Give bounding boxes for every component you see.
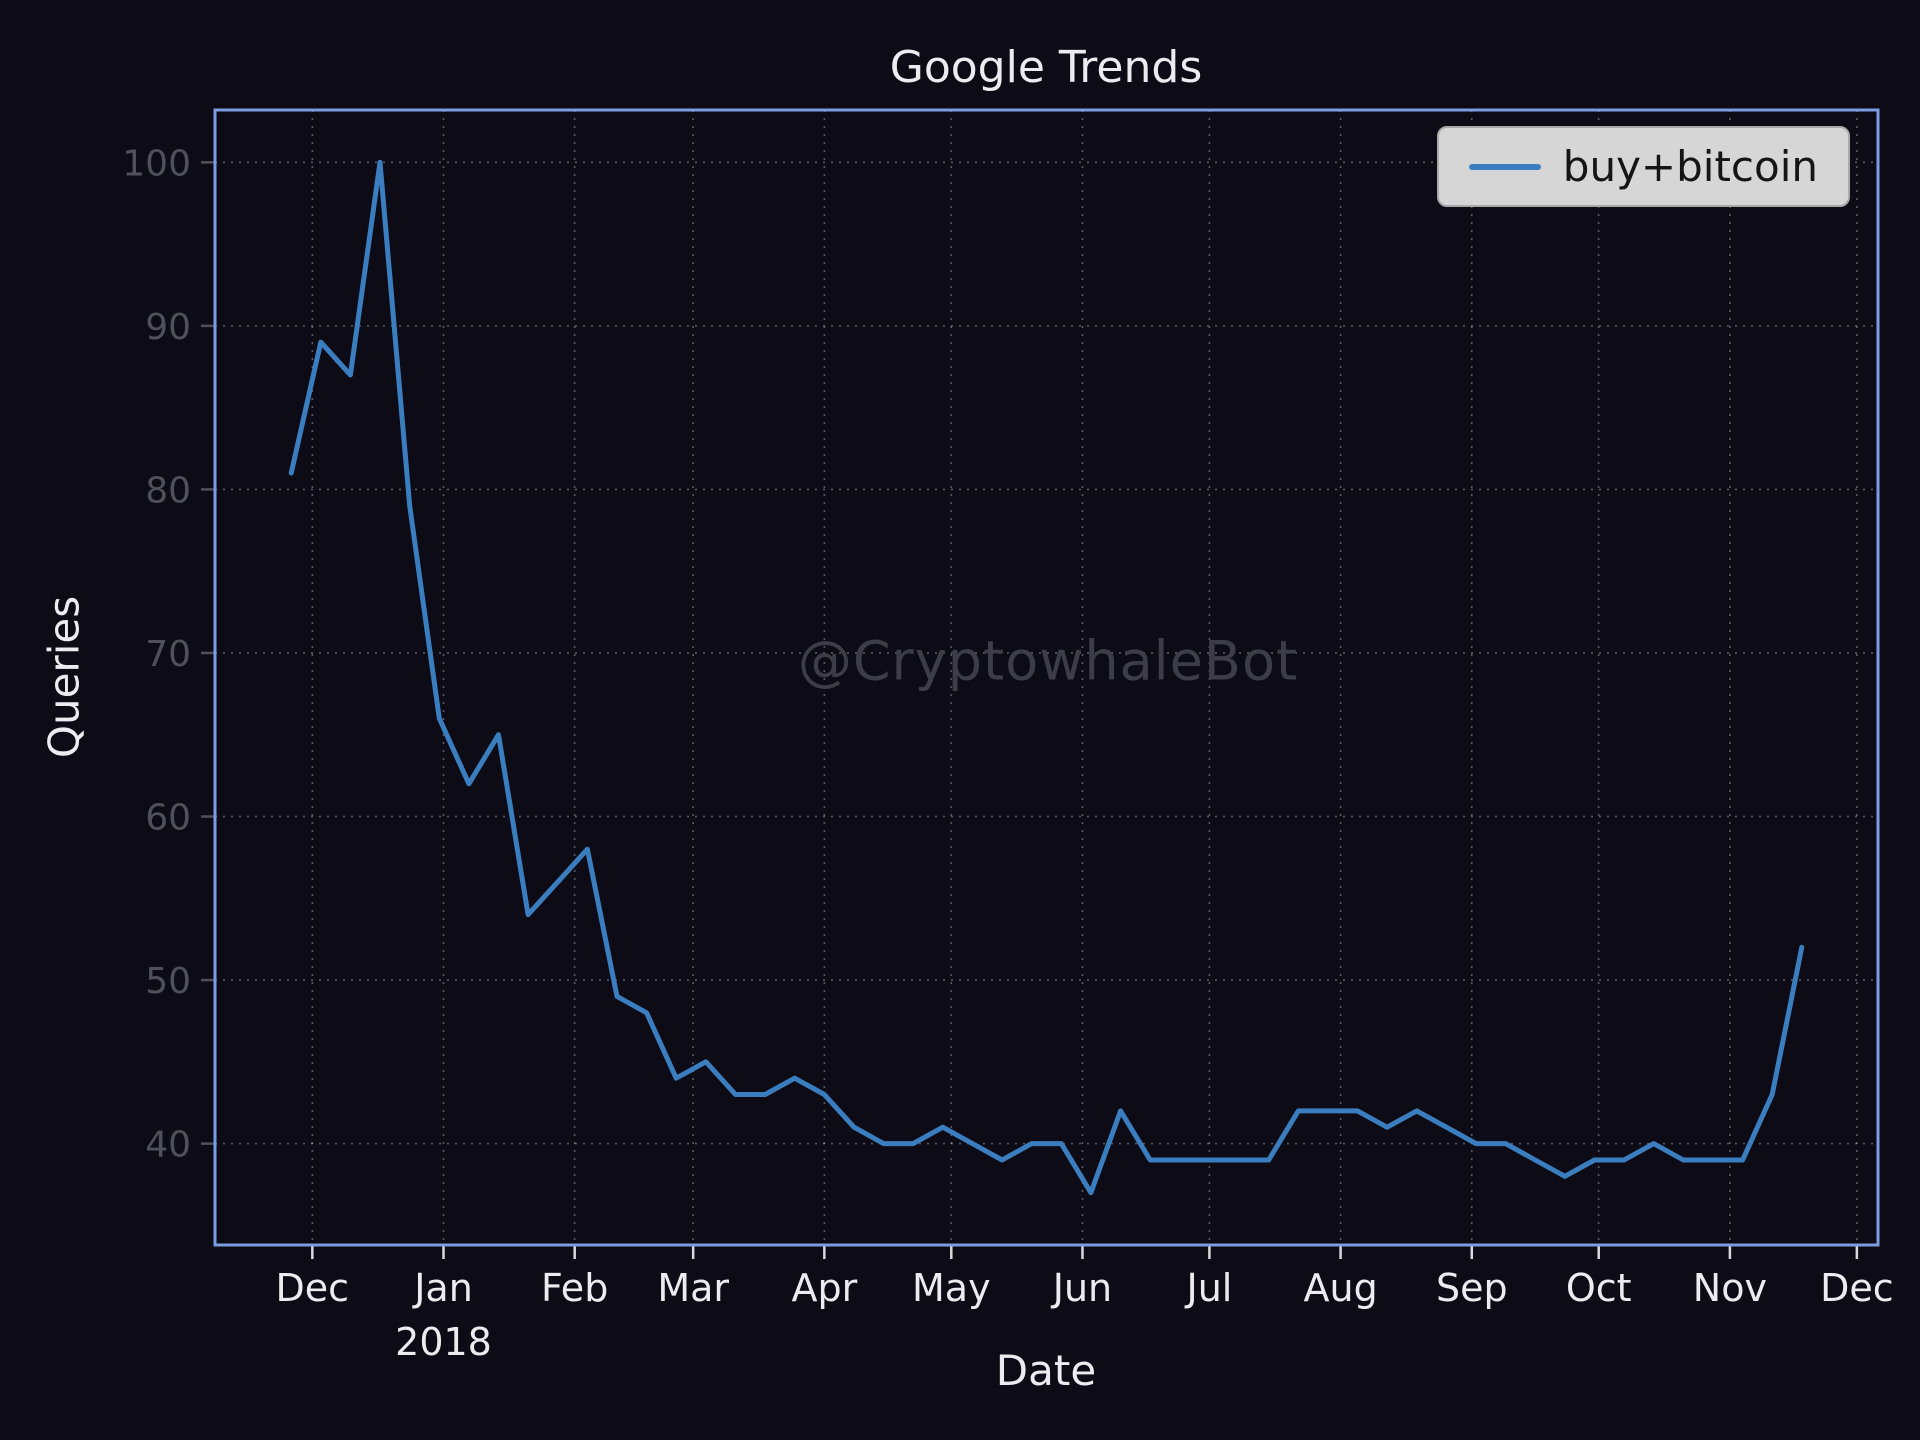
y-tick-label: 40 bbox=[145, 1125, 191, 1166]
watermark-text: @CryptowhaleBot bbox=[797, 629, 1299, 693]
legend-line-swatch bbox=[1468, 163, 1541, 170]
y-tick-label: 70 bbox=[145, 634, 191, 675]
x-tick-label: Jun bbox=[1051, 1266, 1112, 1310]
x-tick-label: Nov bbox=[1693, 1266, 1767, 1310]
axes-frame bbox=[213, 108, 1880, 1247]
x-tick-label: Feb bbox=[541, 1266, 608, 1310]
x-tick-year-label: 2018 bbox=[395, 1320, 492, 1364]
x-tick-label: Sep bbox=[1436, 1266, 1508, 1310]
series-line-buy-bitcoin bbox=[288, 159, 1805, 1196]
y-tick-label: 80 bbox=[145, 470, 191, 511]
x-tick-label: Aug bbox=[1303, 1266, 1377, 1310]
x-tick-label: Dec bbox=[1820, 1266, 1894, 1310]
chart-title: Google Trends bbox=[889, 42, 1203, 93]
x-tick-label: Oct bbox=[1566, 1266, 1632, 1310]
x-tick-label: May bbox=[912, 1266, 991, 1310]
y-tick-label: 90 bbox=[145, 307, 191, 348]
legend-entry-label: buy+bitcoin bbox=[1562, 142, 1818, 191]
y-tick-label: 60 bbox=[145, 798, 191, 839]
x-tick-label: Apr bbox=[791, 1266, 857, 1310]
x-tick-label: Dec bbox=[276, 1266, 350, 1310]
x-axis-label: Date bbox=[995, 1346, 1097, 1395]
y-tick-label: 50 bbox=[145, 961, 191, 1002]
x-tick-label: Jul bbox=[1184, 1266, 1232, 1310]
x-tick-label: Mar bbox=[657, 1266, 729, 1310]
x-tick-label: Jan bbox=[412, 1266, 473, 1310]
y-tick-label: 100 bbox=[122, 143, 191, 184]
y-axis-label: Queries bbox=[39, 595, 89, 759]
legend-box: buy+bitcoin bbox=[1436, 126, 1850, 207]
